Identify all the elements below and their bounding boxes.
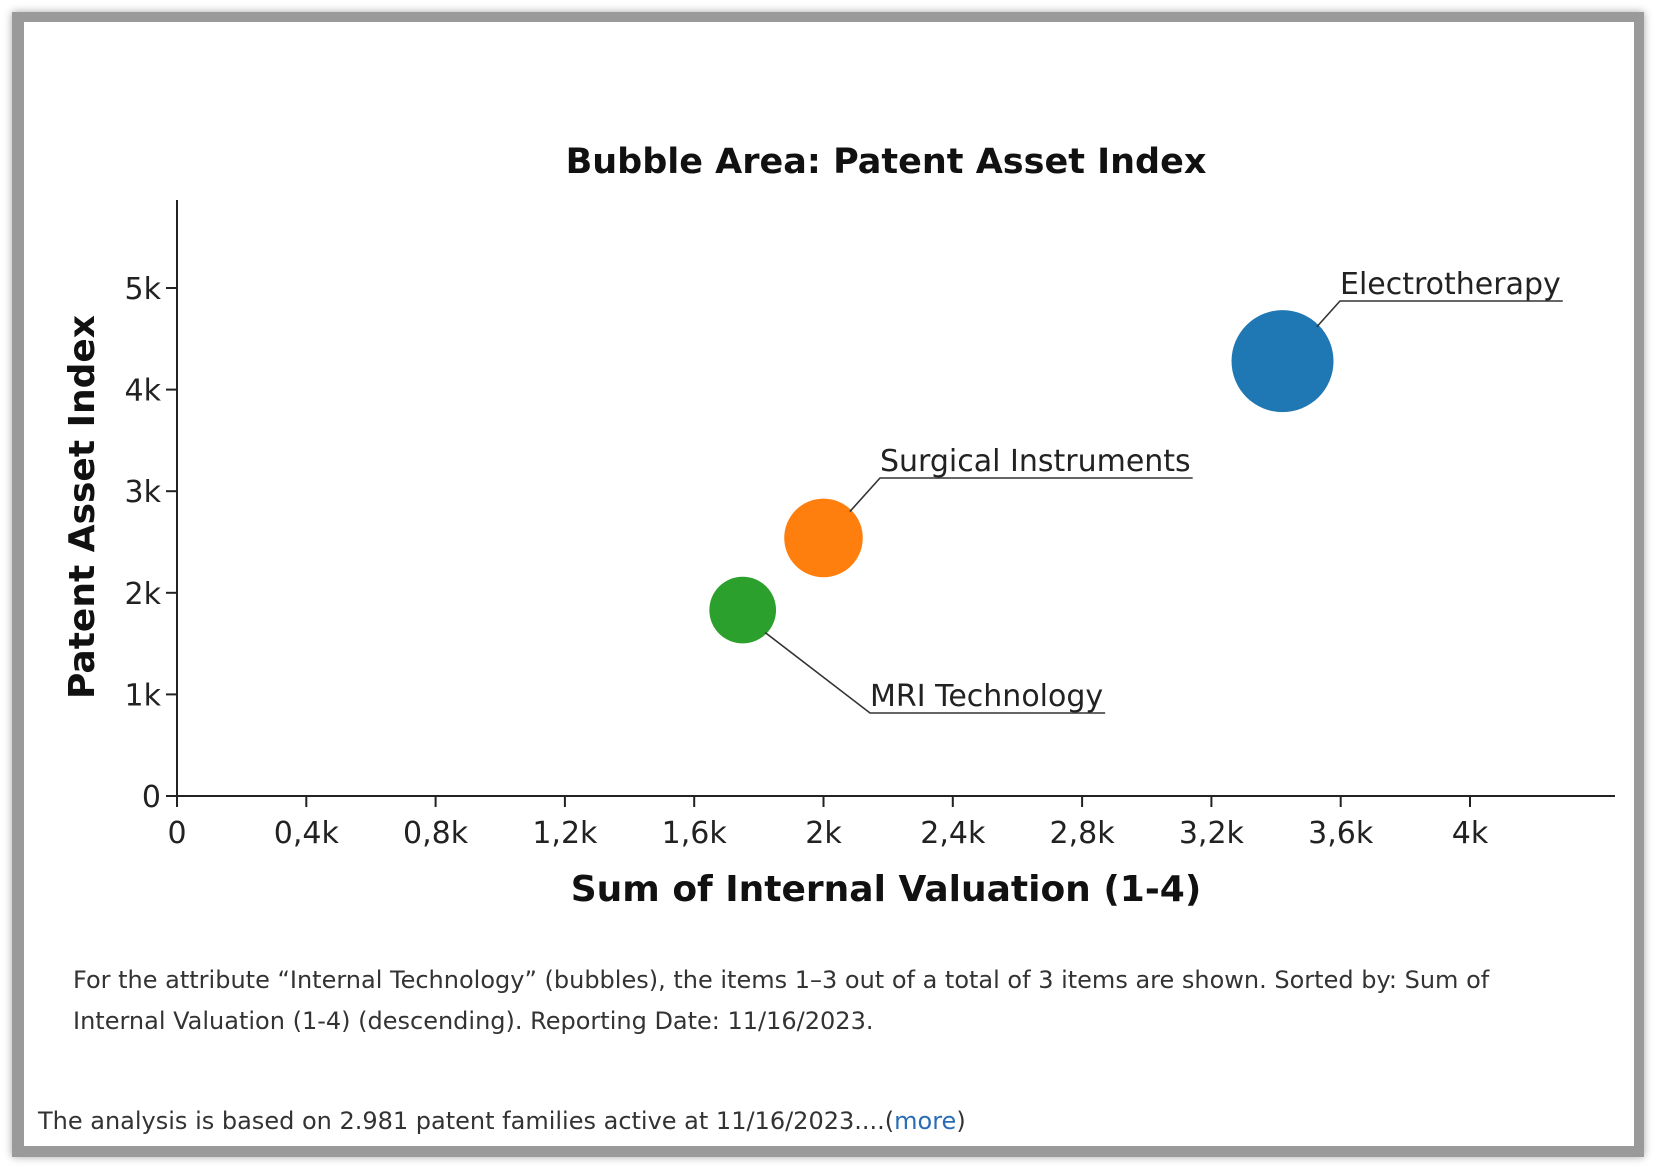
- bubble-leader-line: [849, 477, 1193, 513]
- chart-panel: [24, 22, 1634, 1146]
- y-tick-label: 5k: [125, 272, 162, 307]
- x-axis-label: Sum of Internal Valuation (1-4): [571, 869, 1202, 910]
- more-link[interactable]: more: [894, 1107, 957, 1135]
- x-tick-label: 2k: [805, 816, 842, 851]
- analysis-text: The analysis is based on 2.981 patent fa…: [38, 1107, 895, 1135]
- x-tick-label: 1,6k: [662, 816, 728, 851]
- bubble-point: [784, 498, 863, 578]
- chart-title: Bubble Area: Patent Asset Index: [566, 142, 1207, 182]
- y-axis-label: Patent Asset Index: [62, 315, 103, 699]
- y-tick-label: 4k: [125, 374, 162, 409]
- bubble-label: MRI Technology: [870, 679, 1103, 714]
- x-tick-label: 4k: [1452, 816, 1489, 851]
- y-tick-label: 3k: [125, 475, 162, 510]
- y-tick-label: 2k: [125, 577, 162, 612]
- x-tick-label: 0: [167, 816, 186, 851]
- bubble-label: Surgical Instruments: [880, 444, 1191, 479]
- bubble-point: [1231, 310, 1334, 413]
- analysis-close-paren: ): [956, 1107, 966, 1135]
- x-tick-label: 2,8k: [1050, 816, 1116, 851]
- x-tick-label: 1,2k: [532, 816, 598, 851]
- y-tick-label: 0: [142, 780, 161, 815]
- x-tick-label: 0,4k: [274, 816, 340, 851]
- bubble-point: [709, 576, 777, 644]
- x-tick-label: 0,8k: [403, 816, 469, 851]
- bubble-leader-line: [1316, 300, 1563, 328]
- x-tick-label: 3,2k: [1179, 816, 1245, 851]
- x-tick-label: 3,6k: [1308, 816, 1374, 851]
- x-tick-label: 2,4k: [920, 816, 986, 851]
- bubble-leader-line: [764, 631, 1106, 714]
- bubble-label: Electrotherapy: [1340, 267, 1561, 302]
- analysis-note: The analysis is based on 2.981 patent fa…: [38, 1107, 966, 1135]
- y-tick-label: 1k: [125, 678, 162, 713]
- chart-footnote: For the attribute “Internal Technology” …: [73, 966, 1490, 1035]
